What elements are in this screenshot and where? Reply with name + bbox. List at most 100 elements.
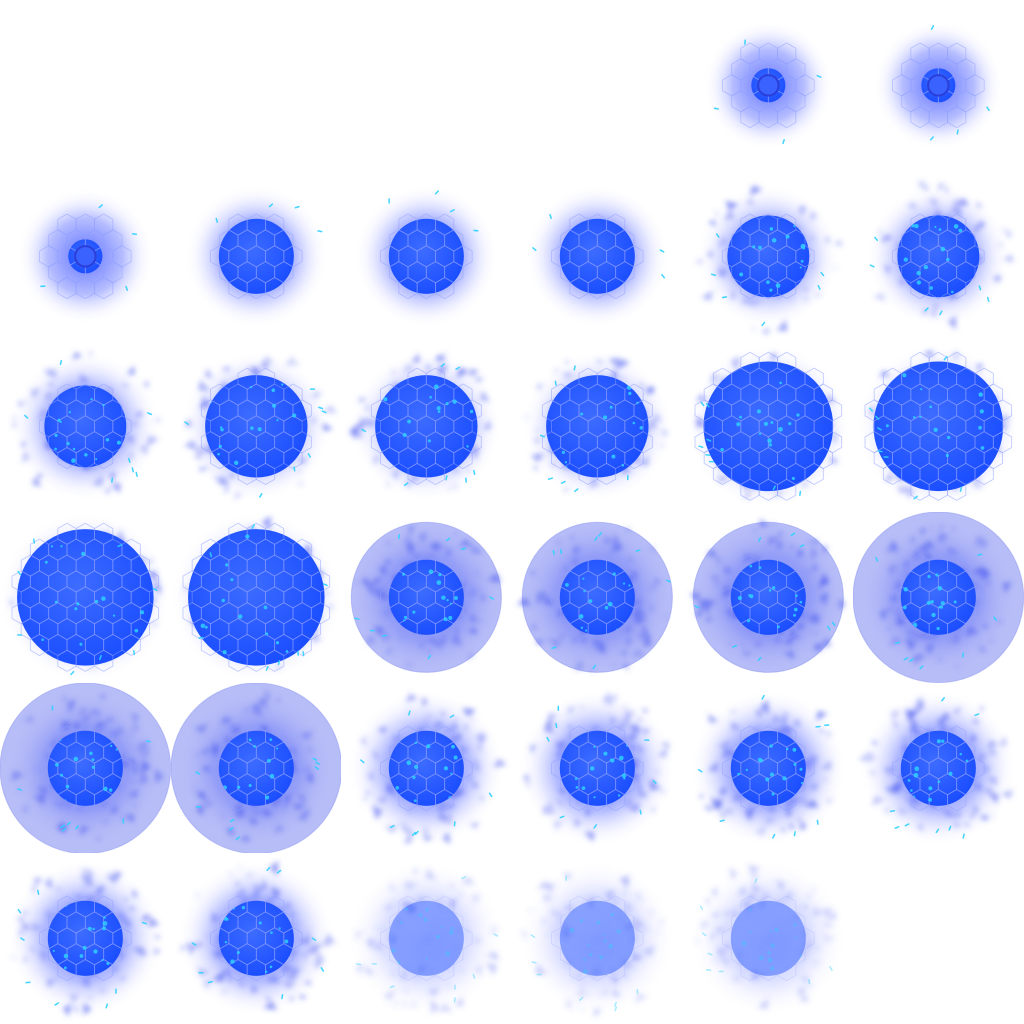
energy-core [17, 529, 154, 666]
sprite-frame [512, 0, 683, 171]
spark-streaks [17, 705, 151, 832]
energy-orb-frame [6, 860, 164, 1018]
energy-orb-frame [518, 689, 676, 847]
energy-core [730, 559, 806, 635]
spark-streaks [40, 203, 138, 291]
sprite-frame [171, 171, 342, 342]
hex-shield-pattern [209, 213, 303, 299]
energy-core [187, 529, 325, 666]
energy-orb-frame [866, 180, 1015, 330]
core-sparkles [208, 383, 296, 466]
core-sparkles [54, 398, 121, 464]
spark-streaks [539, 365, 629, 493]
energy-orb-frame [0, 682, 171, 854]
energy-core [897, 215, 980, 297]
spark-streaks [694, 532, 836, 662]
spark-streaks [546, 705, 657, 829]
spark-streaks [198, 524, 328, 671]
spark-streaks [24, 360, 153, 484]
energy-core [389, 218, 465, 294]
core-sparkles [719, 381, 800, 481]
sprite-frame [0, 853, 171, 1024]
spark-streaks [697, 694, 829, 839]
energy-orb-frame [689, 689, 847, 847]
core-sparkles [574, 744, 629, 798]
energy-orb-frame [348, 518, 506, 676]
hex-shield-pattern [721, 895, 815, 982]
energy-orb-frame [686, 344, 850, 509]
core-sparkles [391, 907, 462, 965]
inner-ring [74, 244, 97, 268]
spark-streaks [890, 696, 980, 839]
sprite-frame [170, 682, 342, 854]
hex-shield-pattern [209, 725, 303, 811]
spark-streaks [17, 889, 147, 1009]
energy-core [873, 361, 1004, 492]
energy-orb-frame [688, 518, 847, 676]
energy-orb-frame [348, 689, 507, 847]
hex-shield-pattern [892, 554, 985, 641]
core-sparkles [563, 572, 631, 632]
energy-orb-frame [348, 860, 506, 1018]
spark-streaks [191, 867, 324, 1000]
sprite-frame [853, 0, 1024, 171]
hex-shield-pattern [721, 554, 815, 641]
hex-shield-pattern [200, 367, 312, 486]
sprite-frame [171, 853, 342, 1024]
spark-streaks [699, 878, 833, 985]
hex-shield-pattern [39, 725, 132, 811]
sprite-frame [683, 341, 854, 512]
hex-shield-pattern [371, 367, 483, 486]
core-sparkles [741, 905, 802, 971]
sprite-frame [341, 0, 512, 171]
energy-orb-frame [522, 351, 673, 502]
hex-shield-pattern [182, 522, 330, 672]
sprite-frame [341, 853, 512, 1024]
energy-core [47, 730, 123, 806]
sprite-frame [341, 171, 512, 342]
spark-streaks [215, 203, 323, 233]
hex-shield-pattern [694, 352, 842, 502]
energy-core [726, 215, 809, 297]
energy-orb-frame [694, 184, 843, 335]
sprite-frame [0, 511, 171, 683]
energy-core [901, 730, 977, 806]
energy-core [730, 901, 806, 977]
energy-core [218, 901, 294, 977]
energy-orb-frame [856, 344, 1021, 509]
energy-core [559, 901, 635, 977]
spark-streaks [875, 553, 998, 670]
spark-streaks [713, 39, 822, 145]
energy-orb-frame [525, 184, 669, 328]
sprite-frame [171, 341, 342, 512]
energy-core [559, 730, 635, 806]
spark-streaks [710, 232, 824, 326]
sprite-frame [512, 171, 683, 342]
core-sparkles [904, 223, 963, 293]
energy-core [730, 730, 806, 806]
spark-streaks [551, 532, 671, 670]
hex-shield-pattern [551, 213, 644, 299]
energy-orb-frame [180, 351, 337, 502]
core-sparkles [879, 372, 985, 458]
hex-shield-pattern [892, 213, 985, 299]
energy-core [901, 559, 977, 635]
energy-orb-frame [177, 860, 337, 1018]
sprite-frame [683, 0, 854, 171]
debris-shards [858, 695, 1014, 832]
hex-shield-pattern [551, 554, 644, 641]
energy-core [218, 730, 294, 806]
energy-orb-frame [348, 351, 502, 502]
core-sparkles [41, 545, 145, 646]
spark-streaks [360, 710, 493, 836]
energy-orb-frame [853, 511, 1024, 683]
core-sparkles [736, 743, 803, 796]
sprite-frame [512, 853, 683, 1024]
hex-shield-pattern [380, 895, 473, 982]
spark-streaks [183, 388, 327, 499]
sprite-frame [853, 853, 1024, 1024]
energy-core [703, 361, 833, 492]
energy-core [559, 218, 635, 294]
